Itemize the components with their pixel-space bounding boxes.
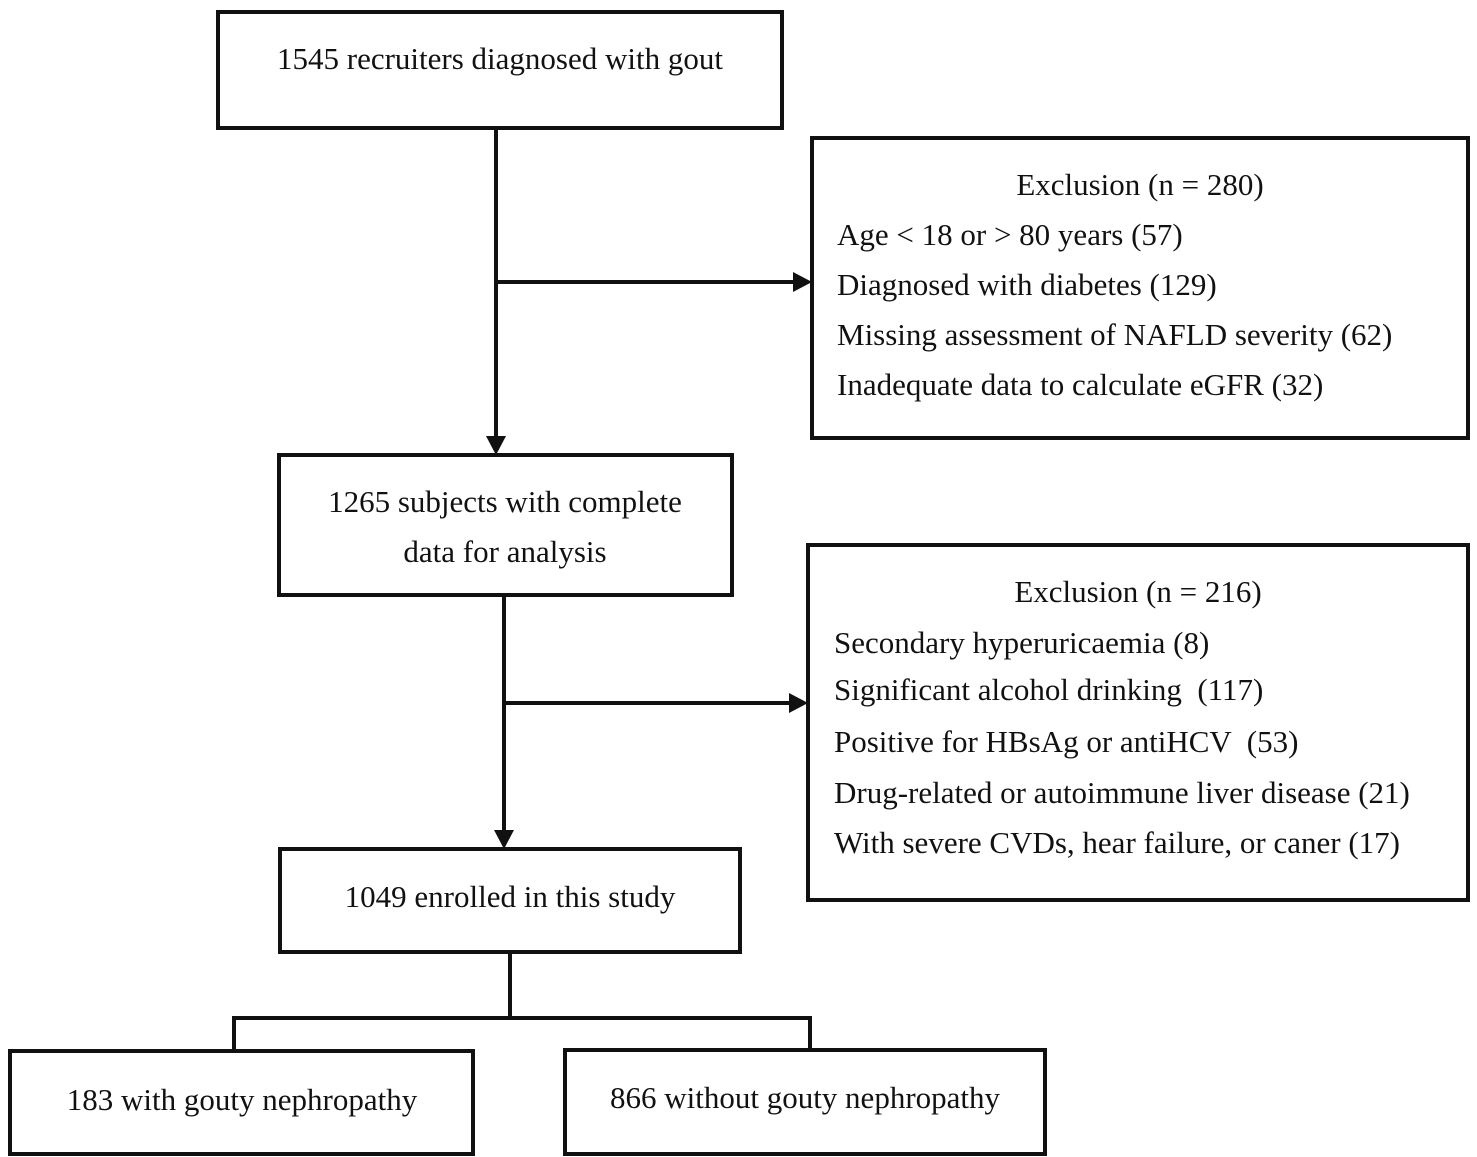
arrow-head [494,830,514,849]
node-label: 866 without gouty nephropathy [610,1080,1001,1115]
node-box [278,847,742,954]
exclusion-item: Positive for HBsAg or antiHCV (53) [834,724,1298,759]
exclusion-box [806,543,1470,902]
node-label: 183 with gouty nephropathy [67,1082,418,1117]
arrow-head [793,272,812,292]
exclusion-item: Drug-related or autoimmune liver disease… [834,775,1410,810]
exclusion-item: Significant alcohol drinking (117) [834,672,1263,707]
exclusion-item: Diagnosed with diabetes (129) [837,267,1217,302]
node-box [216,10,784,130]
node-box [8,1049,475,1156]
exclusion-item: Secondary hyperuricaemia (8) [834,625,1209,660]
exclusion-item: Inadequate data to calculate eGFR (32) [837,367,1323,402]
arrow-head [789,693,808,713]
node-box [563,1048,1047,1156]
exclusion-item: Age < 18 or > 80 years (57) [837,217,1183,252]
node-label: 1265 subjects with complete [328,484,682,519]
exclusion-title: Exclusion (n = 216) [1014,574,1261,609]
exclusion-item: With severe CVDs, hear failure, or caner… [834,825,1400,860]
node-label: 1545 recruiters diagnosed with gout [277,41,723,76]
node-label: data for analysis [403,534,606,569]
arrow-head [486,436,506,455]
exclusion-item: Missing assessment of NAFLD severity (62… [837,317,1392,352]
exclusion-box [810,136,1470,440]
exclusion-title: Exclusion (n = 280) [1016,167,1263,202]
node-box [277,453,734,597]
node-label: 1049 enrolled in this study [345,879,676,914]
connectors [232,128,812,1051]
